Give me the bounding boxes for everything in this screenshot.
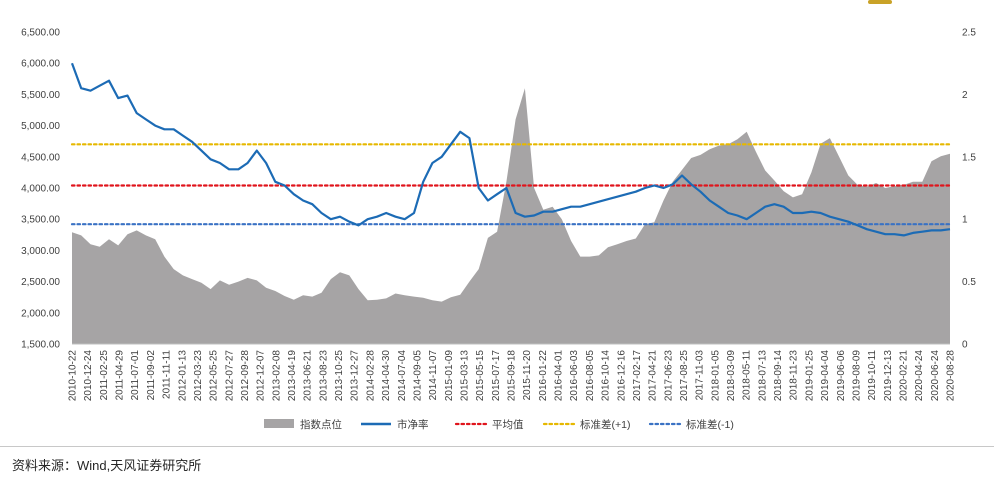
- x-tick-label: 2011-02-25: [99, 350, 110, 401]
- legend: 指数点位 市净率 平均值 标准差(+1) 标准差(-1): [264, 418, 734, 431]
- y-right-tick-label: 0: [962, 340, 968, 351]
- x-tick-label: 2011-04-29: [115, 350, 126, 401]
- x-tick-label: 2018-03-09: [726, 350, 737, 402]
- x-tick-label: 2016-12-16: [616, 350, 627, 402]
- x-tick-label: 2018-01-05: [710, 350, 721, 402]
- y-left-tick-label: 4,000.00: [21, 184, 60, 195]
- x-tick-label: 2016-06-03: [569, 350, 580, 402]
- x-tick-label: 2012-01-13: [177, 350, 188, 402]
- y-right-tick-label: 0.5: [962, 277, 976, 288]
- x-tick-label: 2013-12-27: [350, 350, 361, 402]
- y-left-tick-label: 1,500.00: [21, 340, 60, 351]
- source-note: 资料来源：Wind,天风证券研究所: [12, 458, 202, 473]
- x-tick-label: 2011-09-02: [146, 350, 157, 401]
- y-left-tick-label: 5,500.00: [21, 90, 60, 101]
- x-tick-label: 2015-03-13: [460, 350, 471, 402]
- y-right-tick-label: 2: [962, 90, 968, 101]
- x-tick-label: 2015-11-20: [522, 350, 533, 401]
- pb-line-layer: [70, 62, 951, 237]
- x-tick-label: 2019-08-09: [851, 350, 862, 402]
- x-tick-label: 2018-09-14: [773, 350, 784, 402]
- y-right-tick-label: 1: [962, 215, 968, 226]
- x-tick-label: 2014-07-04: [397, 350, 408, 402]
- x-tick-label: 2018-07-13: [757, 350, 768, 402]
- y-left-tick-label: 6,500.00: [21, 28, 60, 39]
- x-tick-label: 2015-09-18: [507, 350, 518, 402]
- x-tick-label: 2012-07-27: [224, 350, 235, 402]
- y-right-tick-label: 1.5: [962, 152, 976, 163]
- x-tick-label: 2013-06-21: [303, 350, 314, 402]
- x-tick-label: 2014-02-28: [365, 350, 376, 402]
- x-tick-label: 2011-11-11: [162, 350, 173, 399]
- x-tick-label: 2016-01-22: [538, 350, 549, 402]
- x-tick-label: 2020-02-21: [899, 350, 910, 402]
- x-tick-label: 2014-09-05: [412, 350, 423, 402]
- x-tick-label: 2016-10-14: [601, 350, 612, 402]
- x-tick-label: 2017-02-17: [632, 350, 643, 402]
- x-tick-label: 2020-06-24: [930, 350, 941, 402]
- axes-layer: 1,500.00 2,000.00 2,500.00 3,000.00 3,500.00…: [21, 28, 976, 402]
- divider: [0, 446, 994, 447]
- y-left-tick-label: 6,000.00: [21, 59, 60, 70]
- x-tick-label: 2017-04-21: [648, 350, 659, 402]
- pb-line: [70, 62, 951, 237]
- x-tick-label: 2020-08-28: [946, 350, 957, 402]
- x-tick-label: 2015-05-15: [475, 350, 486, 402]
- y-left-tick-label: 3,500.00: [21, 215, 60, 226]
- x-tick-label: 2017-11-03: [695, 350, 706, 401]
- legend-label: 指数点位: [300, 418, 342, 431]
- x-tick-label: 2012-03-23: [193, 350, 204, 402]
- y-left-tick-label: 4,500.00: [21, 152, 60, 163]
- x-tick-label: 2012-12-07: [256, 350, 267, 402]
- x-tick-label: 2013-04-19: [287, 350, 298, 402]
- index-area-layer: [72, 88, 950, 344]
- x-tick-label: 2016-08-05: [585, 350, 596, 402]
- legend-label: 标准差(-1): [686, 418, 734, 431]
- x-tick-label: 2014-11-07: [428, 350, 439, 401]
- x-tick-label: 2015-01-09: [444, 350, 455, 402]
- x-tick-label: 2017-08-25: [679, 350, 690, 402]
- x-tick-label: 2019-04-04: [820, 350, 831, 402]
- x-tick-label: 2010-12-24: [83, 350, 94, 402]
- x-tick-label: 2019-10-11: [867, 350, 878, 401]
- brand-logo-icon: [868, 0, 892, 4]
- x-tick-label: 2019-06-06: [836, 350, 847, 402]
- y-left-tick-label: 3,000.00: [21, 246, 60, 257]
- x-tick-label: 2010-10-22: [68, 350, 79, 402]
- y-left-tick-label: 2,000.00: [21, 308, 60, 319]
- x-tick-label: 2013-08-23: [318, 350, 329, 402]
- x-tick-label: 2015-07-17: [491, 350, 502, 402]
- legend-label: 市净率: [397, 418, 429, 431]
- x-tick-label: 2014-04-30: [381, 350, 392, 402]
- x-tick-label: 2011-07-01: [130, 350, 141, 401]
- y-left-tick-label: 5,000.00: [21, 121, 60, 132]
- legend-area-swatch: [264, 419, 294, 428]
- x-tick-label: 2016-04-01: [554, 350, 565, 402]
- legend-label: 平均值: [492, 418, 524, 431]
- y-left-tick-label: 2,500.00: [21, 277, 60, 288]
- x-tick-label: 2019-12-13: [883, 350, 894, 402]
- x-tick-label: 2018-11-23: [789, 350, 800, 401]
- index-area: [72, 88, 950, 344]
- reference-lines-layer: [70, 143, 952, 226]
- x-tick-label: 2017-06-23: [663, 350, 674, 402]
- x-tick-label: 2012-05-25: [209, 350, 220, 402]
- x-tick-label: 2020-04-24: [914, 350, 925, 402]
- x-tick-label: 2013-02-08: [271, 350, 282, 402]
- legend-label: 标准差(+1): [580, 418, 630, 431]
- x-tick-label: 2013-10-25: [334, 350, 345, 402]
- x-tick-label: 2018-05-11: [742, 350, 753, 401]
- x-tick-label: 2019-01-25: [804, 350, 815, 402]
- y-right-tick-label: 2.5: [962, 28, 976, 39]
- x-tick-label: 2012-09-28: [240, 350, 251, 402]
